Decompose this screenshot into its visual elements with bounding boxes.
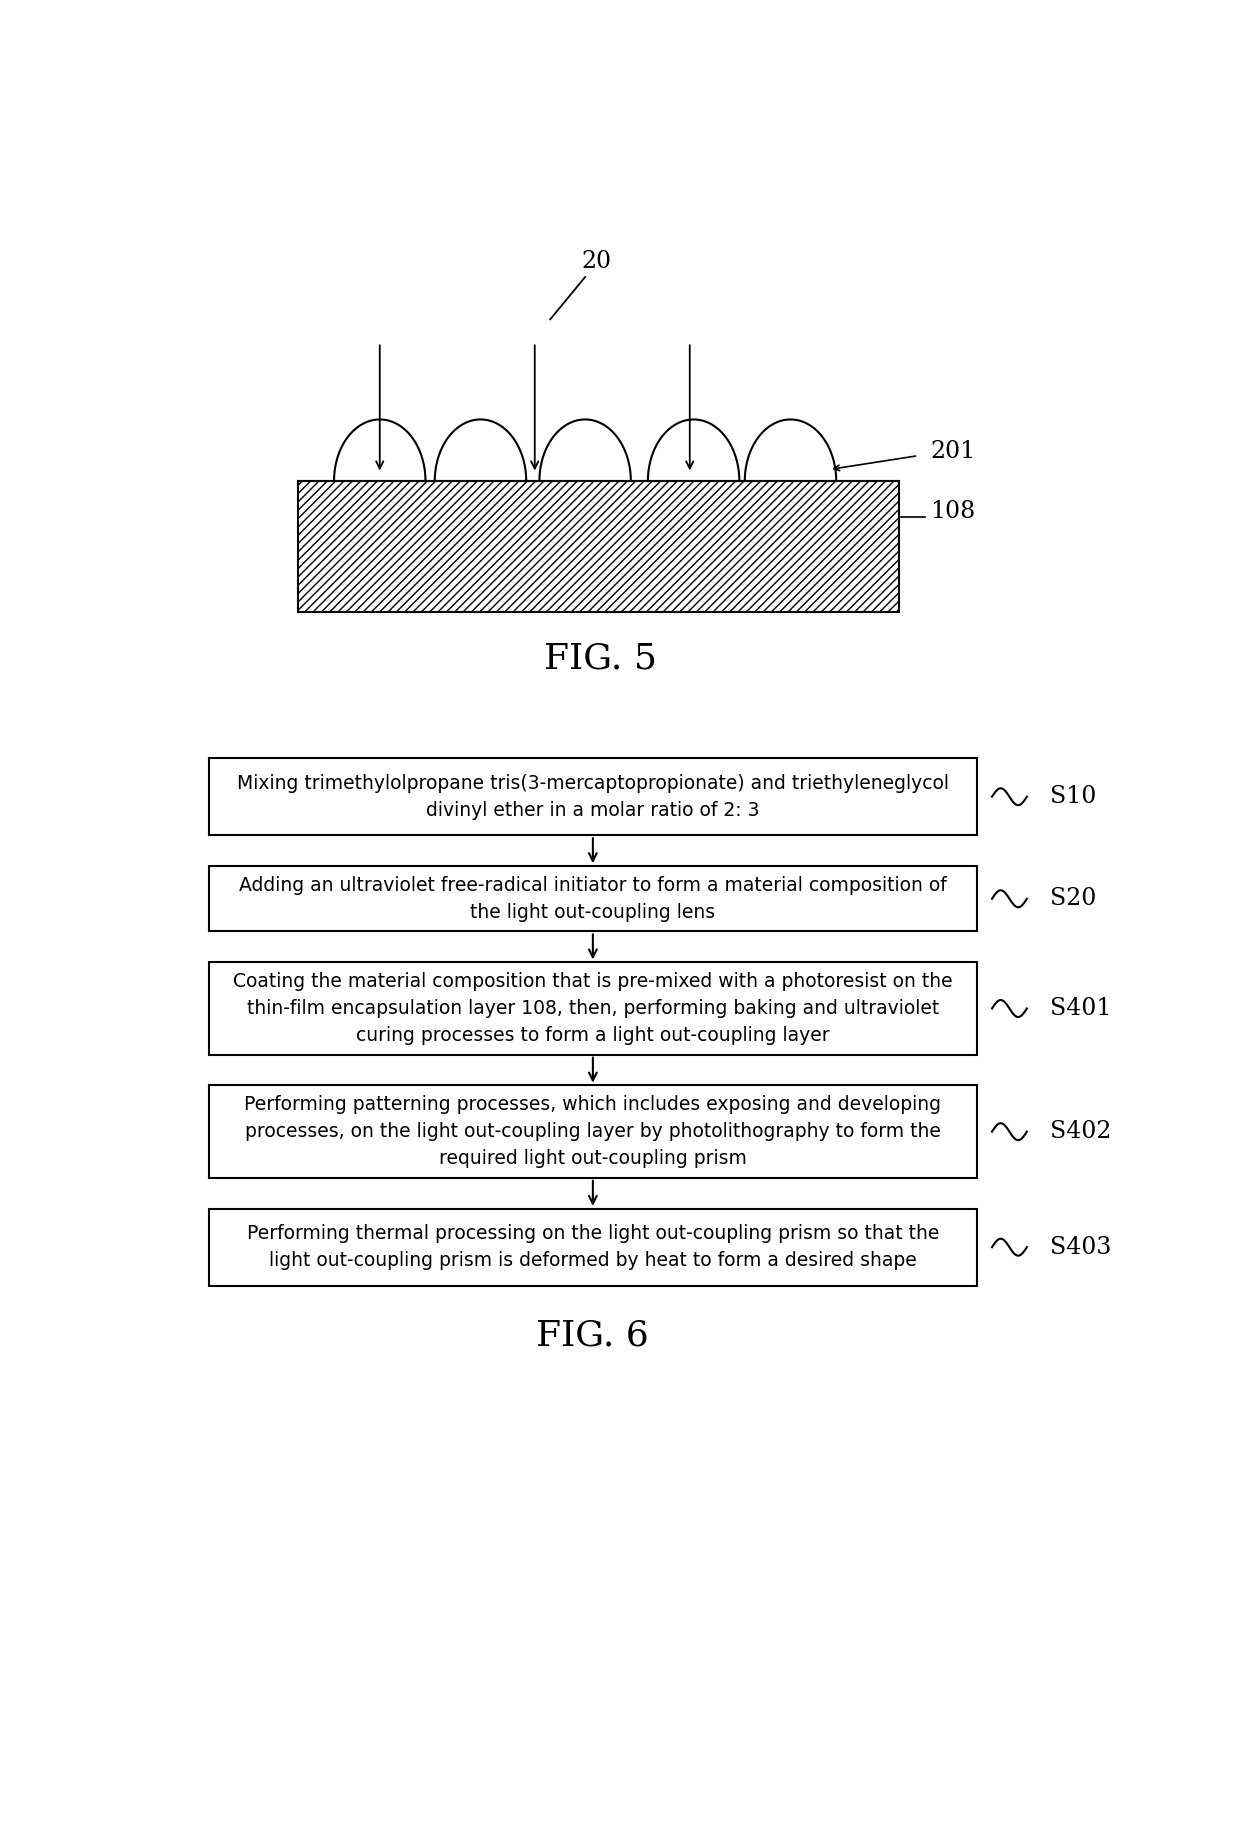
Bar [210,866,977,932]
Text: S403: S403 [1050,1235,1111,1259]
Bar [210,963,977,1054]
Text: 20: 20 [582,250,611,272]
Bar [210,758,977,835]
Text: S10: S10 [1050,786,1096,808]
Text: FIG. 5: FIG. 5 [544,641,657,676]
Text: S401: S401 [1050,998,1111,1019]
Text: FIG. 6: FIG. 6 [537,1319,650,1352]
Text: S20: S20 [1050,888,1096,910]
Text: Coating the material composition that is pre-mixed with a photoresist on the
thi: Coating the material composition that is… [233,972,952,1045]
Bar [210,1209,977,1286]
Text: Performing thermal processing on the light out-coupling prism so that the
light : Performing thermal processing on the lig… [247,1224,939,1270]
Bar [210,1085,977,1178]
Text: Performing patterning processes, which includes exposing and developing
processe: Performing patterning processes, which i… [244,1094,941,1169]
Text: 201: 201 [930,440,975,464]
Text: 108: 108 [930,501,975,523]
Text: S402: S402 [1050,1120,1111,1144]
Text: Adding an ultraviolet free-radical initiator to form a material composition of
t: Adding an ultraviolet free-radical initi… [239,875,947,923]
Text: Mixing trimethylolpropane tris(3-mercaptopropionate) and triethyleneglycol
divin: Mixing trimethylolpropane tris(3-mercapt… [237,773,949,820]
Bar [299,481,899,612]
